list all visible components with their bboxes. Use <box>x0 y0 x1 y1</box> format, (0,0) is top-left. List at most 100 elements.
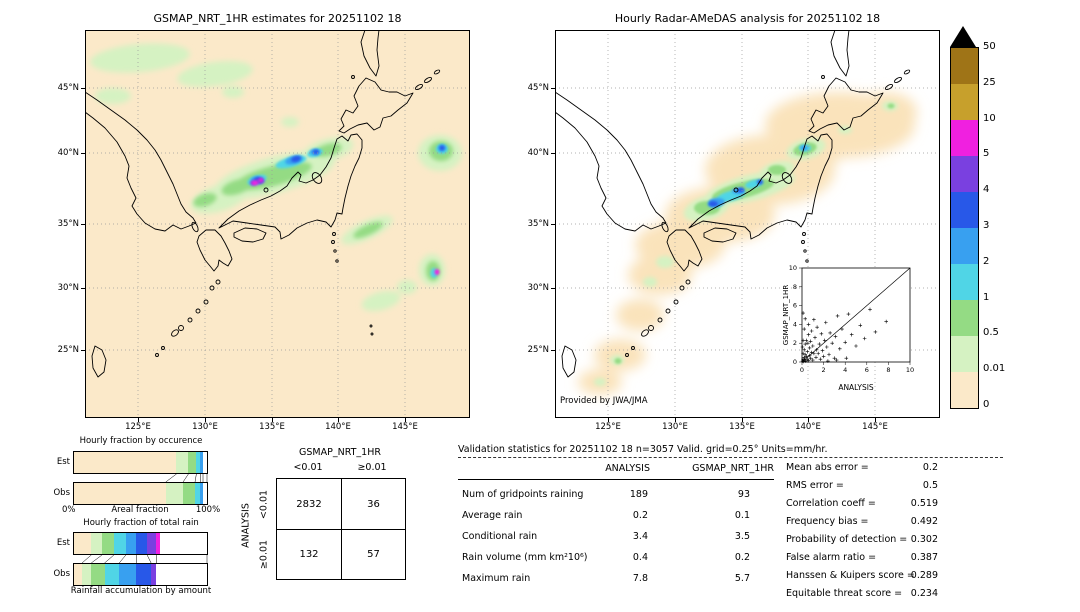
scatter-points <box>800 307 888 364</box>
contingency-cell-10: 132 <box>277 529 341 579</box>
y-tick-mark <box>551 88 555 89</box>
score-value: 0.234 <box>910 588 938 599</box>
bar-segment <box>165 483 184 504</box>
lat-tick-label: 45°N <box>527 83 549 93</box>
bar-segment <box>195 483 201 504</box>
inset-tick-label: 6 <box>793 302 797 310</box>
contingency-col-header-ge: ≥0.01 <box>357 462 387 473</box>
occurrence-xmin-label: 0% <box>62 505 76 515</box>
contingency-row-header-ge: ≥0.01 <box>258 539 270 570</box>
lon-tick-label: 145°E <box>862 422 888 432</box>
inset-tick-label: 0 <box>793 358 797 366</box>
bar-segment <box>81 564 92 585</box>
colorbar-tick-label: 0.01 <box>983 363 1006 375</box>
colorbar-segment <box>951 228 978 264</box>
lon-tick-label: 125°E <box>595 422 621 432</box>
colorbar-segment <box>951 156 978 192</box>
validation-col-analysis: ANALYSIS <box>605 463 650 474</box>
stacked-bar <box>73 451 208 474</box>
bar-segment <box>188 452 197 473</box>
lat-tick-label: 30°N <box>527 283 549 293</box>
bar-segment <box>156 533 161 554</box>
bar-segment <box>74 483 166 504</box>
bar-segment <box>176 452 189 473</box>
credit-text: Provided by JWA/JMA <box>560 396 648 406</box>
contingency-axis-label: ANALYSIS <box>240 503 252 548</box>
lat-tick-label: 35°N <box>527 219 549 229</box>
lat-tick-label: 35°N <box>57 219 79 229</box>
lon-tick-label: 145°E <box>392 422 418 432</box>
x-tick-mark <box>272 418 273 422</box>
stacked-bar <box>73 563 208 586</box>
radar-axes-frame <box>555 30 940 418</box>
bar-segment <box>136 533 148 554</box>
occurrence-xmax-label: 100% <box>195 505 221 515</box>
lon-tick-label: 135°E <box>729 422 755 432</box>
totalrain-chart-title: Hourly fraction of total rain <box>83 518 199 528</box>
bar-connector-lines <box>165 474 208 482</box>
inset-tick-label: 4 <box>793 320 797 328</box>
inset-tick-label: 8 <box>886 366 890 374</box>
stat-analysis-value: 0.2 <box>632 510 648 521</box>
y-tick-mark <box>551 288 555 289</box>
score-label: False alarm ratio = <box>786 552 877 563</box>
bar-segment <box>74 564 82 585</box>
inset-tick-label: 10 <box>906 366 914 374</box>
radar-map-plot <box>555 30 940 418</box>
lat-tick-label: 30°N <box>57 283 79 293</box>
score-value: 0.2 <box>922 462 938 473</box>
stat-row-label: Average rain <box>462 510 523 521</box>
bar-segment <box>151 564 157 585</box>
colorbar-segment <box>951 48 978 84</box>
colorbar-tick-label: 0.5 <box>983 327 999 339</box>
gsmap-axes-frame <box>85 30 470 418</box>
lon-tick-label: 125°E <box>125 422 151 432</box>
bar-segment <box>74 533 92 554</box>
colorbar-tick-label: 50 <box>983 41 996 52</box>
colorbar-segment <box>951 84 978 120</box>
x-tick-mark <box>808 418 809 422</box>
occurrence-xlabel: Areal fraction <box>111 505 169 515</box>
colorbar <box>950 47 979 409</box>
x-tick-mark <box>608 418 609 422</box>
x-tick-mark <box>675 418 676 422</box>
colorbar-segment <box>951 300 978 336</box>
stat-gsmap-value: 0.2 <box>734 552 750 563</box>
inset-tick-label: 10 <box>789 264 797 272</box>
inset-xlabel: ANALYSIS <box>838 383 874 392</box>
bar-segment <box>160 533 207 554</box>
totalrain-est-label: Est <box>56 538 70 548</box>
y-tick-mark <box>551 153 555 154</box>
colorbar-segment <box>951 336 978 372</box>
stat-gsmap-value: 3.5 <box>734 531 750 542</box>
radar-map-title: Hourly Radar-AMeDAS analysis for 2025110… <box>614 12 881 25</box>
score-value: 0.387 <box>910 552 938 563</box>
bar-segment <box>196 452 201 473</box>
bar-segment <box>202 452 207 473</box>
x-tick-mark <box>205 418 206 422</box>
colorbar-segment <box>951 120 978 156</box>
y-tick-mark <box>81 224 85 225</box>
bar-segment <box>200 452 203 473</box>
contingency-row-header-lt: <0.01 <box>258 489 270 520</box>
x-tick-mark <box>405 418 406 422</box>
occurrence-chart-title: Hourly fraction by occurence <box>79 436 203 446</box>
bar-segment <box>200 483 203 504</box>
score-value: 0.289 <box>910 570 938 581</box>
header-underline <box>458 479 774 480</box>
inset-tick-label: 2 <box>793 339 797 347</box>
inset-tick-label: 4 <box>843 366 847 374</box>
score-label: Frequency bias = <box>786 516 869 527</box>
bar-segment <box>74 452 177 473</box>
totalrain-caption: Rainfall accumulation by amount <box>70 586 212 596</box>
stat-analysis-value: 7.8 <box>632 573 648 584</box>
validation-col-gsmap: GSMAP_NRT_1HR <box>692 463 774 474</box>
stat-row-label: Rain volume (mm km²10⁶) <box>462 552 588 563</box>
inset-tick-label: 2 <box>822 366 826 374</box>
score-value: 0.492 <box>910 516 938 527</box>
contingency-cell-01: 36 <box>341 479 405 529</box>
bar-segment <box>183 483 196 504</box>
bar-segment <box>136 564 152 585</box>
lon-tick-label: 140°E <box>325 422 351 432</box>
